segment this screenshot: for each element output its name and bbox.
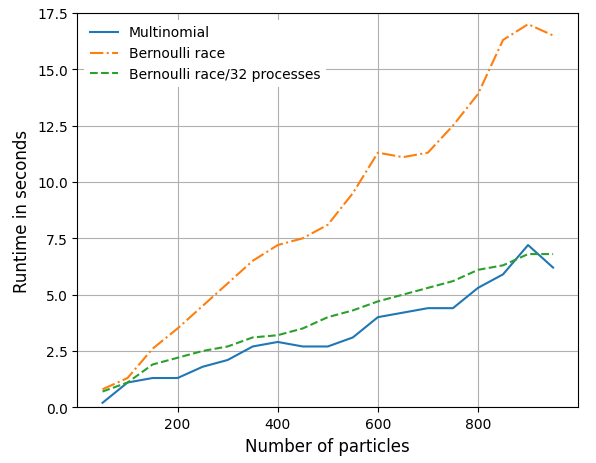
Bernoulli race bbox=[399, 155, 406, 161]
Multinomial bbox=[174, 375, 181, 381]
Line: Multinomial: Multinomial bbox=[103, 245, 553, 403]
Multinomial bbox=[124, 380, 131, 386]
Legend: Multinomial, Bernoulli race, Bernoulli race/32 processes: Multinomial, Bernoulli race, Bernoulli r… bbox=[85, 21, 326, 88]
Bernoulli race/32 processes bbox=[399, 292, 406, 298]
Bernoulli race/32 processes bbox=[249, 335, 256, 340]
Bernoulli race bbox=[174, 326, 181, 332]
Bernoulli race bbox=[124, 375, 131, 381]
Bernoulli race bbox=[299, 236, 306, 242]
Bernoulli race bbox=[199, 303, 206, 309]
X-axis label: Number of particles: Number of particles bbox=[246, 437, 410, 455]
Bernoulli race/32 processes bbox=[224, 344, 231, 350]
Bernoulli race/32 processes bbox=[149, 362, 156, 368]
Line: Bernoulli race/32 processes: Bernoulli race/32 processes bbox=[103, 255, 553, 392]
Multinomial bbox=[499, 272, 507, 277]
Multinomial bbox=[249, 344, 256, 350]
Multinomial bbox=[199, 364, 206, 370]
Bernoulli race/32 processes bbox=[174, 355, 181, 361]
Bernoulli race bbox=[550, 34, 557, 39]
Multinomial bbox=[374, 315, 381, 320]
Bernoulli race bbox=[349, 191, 356, 197]
Bernoulli race/32 processes bbox=[99, 389, 106, 394]
Line: Bernoulli race: Bernoulli race bbox=[103, 25, 553, 389]
Multinomial bbox=[524, 243, 532, 248]
Multinomial bbox=[299, 344, 306, 350]
Bernoulli race/32 processes bbox=[474, 268, 482, 273]
Multinomial bbox=[324, 344, 331, 350]
Bernoulli race bbox=[424, 150, 432, 156]
Bernoulli race/32 processes bbox=[550, 252, 557, 257]
Bernoulli race/32 processes bbox=[124, 380, 131, 386]
Bernoulli race/32 processes bbox=[349, 308, 356, 313]
Multinomial bbox=[399, 310, 406, 316]
Bernoulli race bbox=[99, 387, 106, 392]
Bernoulli race bbox=[249, 258, 256, 264]
Bernoulli race/32 processes bbox=[374, 299, 381, 305]
Multinomial bbox=[474, 286, 482, 291]
Multinomial bbox=[99, 400, 106, 406]
Bernoulli race bbox=[474, 92, 482, 98]
Bernoulli race/32 processes bbox=[274, 333, 281, 338]
Bernoulli race bbox=[224, 281, 231, 287]
Bernoulli race/32 processes bbox=[449, 279, 457, 284]
Bernoulli race bbox=[274, 243, 281, 248]
Bernoulli race/32 processes bbox=[299, 326, 306, 332]
Bernoulli race/32 processes bbox=[199, 349, 206, 354]
Multinomial bbox=[550, 265, 557, 271]
Multinomial bbox=[349, 335, 356, 340]
Bernoulli race bbox=[149, 346, 156, 352]
Multinomial bbox=[449, 306, 457, 311]
Bernoulli race bbox=[374, 150, 381, 156]
Bernoulli race bbox=[499, 38, 507, 44]
Multinomial bbox=[224, 357, 231, 363]
Bernoulli race bbox=[524, 22, 532, 28]
Bernoulli race/32 processes bbox=[499, 263, 507, 269]
Multinomial bbox=[149, 375, 156, 381]
Bernoulli race bbox=[449, 124, 457, 129]
Bernoulli race bbox=[324, 223, 331, 228]
Bernoulli race/32 processes bbox=[524, 252, 532, 257]
Multinomial bbox=[274, 339, 281, 345]
Bernoulli race/32 processes bbox=[324, 315, 331, 320]
Bernoulli race/32 processes bbox=[424, 286, 432, 291]
Y-axis label: Runtime in seconds: Runtime in seconds bbox=[14, 129, 32, 292]
Multinomial bbox=[424, 306, 432, 311]
